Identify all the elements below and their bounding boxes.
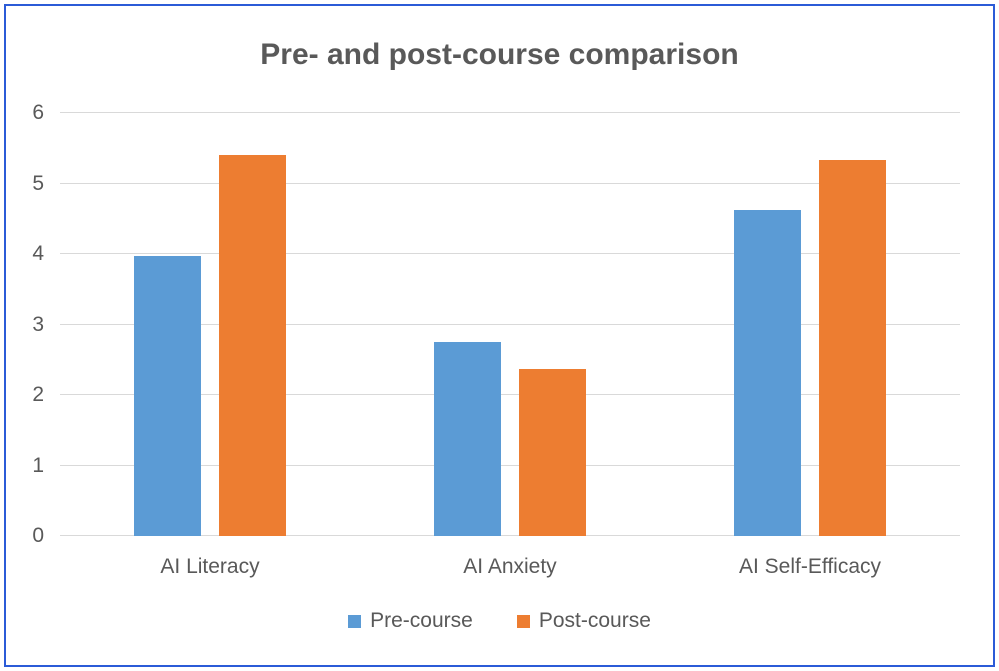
bar-post-course-ai-anxiety — [519, 368, 586, 536]
legend: Pre-course Post-course — [0, 609, 999, 633]
gridline-y-0 — [60, 535, 960, 536]
gridline-y-3 — [60, 323, 960, 325]
x-axis-label-ai-self-efficacy: AI Self-Efficacy — [739, 555, 881, 578]
y-tick-label-0: 0 — [32, 524, 44, 547]
gridline-y-5 — [60, 182, 960, 184]
y-tick-label-1: 1 — [32, 453, 44, 477]
legend-item-post-course: Post-course — [516, 609, 651, 633]
bar-group-ai-self-efficacy — [660, 113, 960, 536]
legend-swatch-pre-course — [348, 614, 362, 628]
y-tick-label-4: 4 — [32, 242, 44, 266]
y-tick-label-5: 5 — [32, 171, 44, 195]
y-tick-label-6: 6 — [32, 101, 44, 124]
gridline-y-1 — [60, 464, 960, 466]
bars-layer — [60, 113, 960, 536]
y-tick-label-3: 3 — [32, 312, 44, 336]
legend-label-pre-course: Pre-course — [370, 609, 473, 632]
legend-label-post-course: Post-course — [538, 609, 651, 632]
legend-swatch-post-course — [516, 614, 530, 628]
bar-post-course-ai-literacy — [219, 154, 286, 536]
bar-pre-course-ai-self-efficacy — [734, 209, 801, 536]
bar-group-ai-literacy — [60, 113, 360, 536]
x-axis-label-ai-literacy: AI Literacy — [160, 555, 260, 578]
plot-area: 0 1 2 3 4 5 6 AI Literacy AI Anxiety AI Self-Eff… — [32, 101, 960, 578]
bar-post-course-ai-self-efficacy — [819, 159, 886, 536]
x-axis-label-ai-anxiety: AI Anxiety — [463, 555, 557, 578]
gridline-y-6 — [60, 112, 960, 113]
gridline-y-2 — [60, 394, 960, 396]
gridline-y-4 — [60, 253, 960, 255]
bar-group-ai-anxiety — [360, 113, 660, 536]
bar-pre-course-ai-anxiety — [434, 342, 501, 536]
chart-title: Pre- and post-course comparison — [260, 38, 739, 71]
y-tick-label-2: 2 — [32, 383, 44, 407]
legend-item-pre-course: Pre-course — [348, 609, 473, 633]
x-axis-labels: AI Literacy AI Anxiety AI Self-Efficacy — [60, 555, 960, 579]
bar-pre-course-ai-literacy — [134, 256, 201, 536]
